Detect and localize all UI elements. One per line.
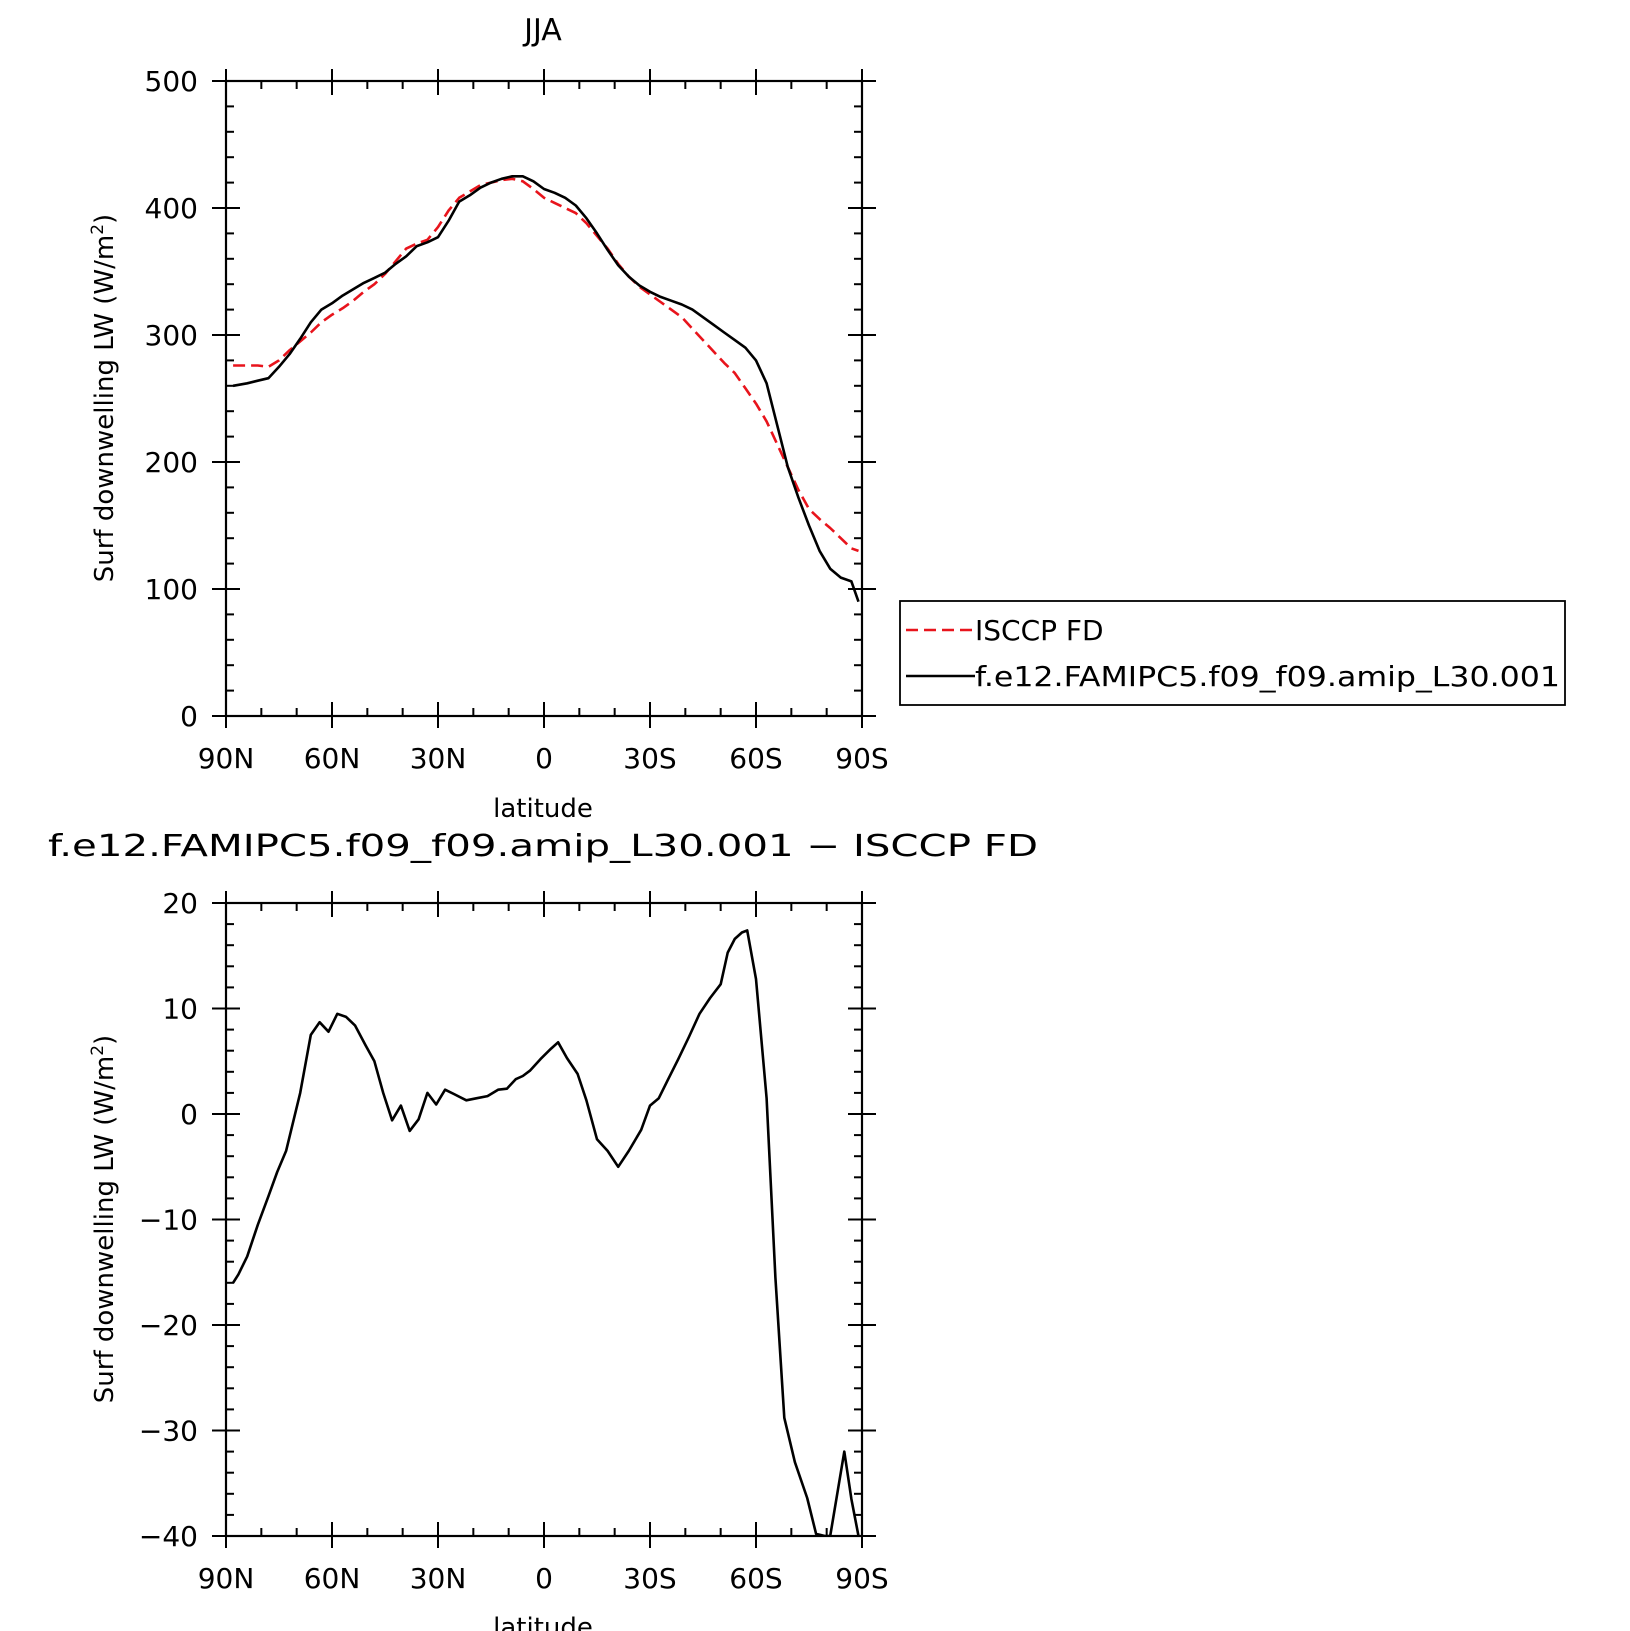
top-x-axis-label: latitude xyxy=(493,794,593,824)
top-y-axis-label: Surf downwelling LW (W/m2) xyxy=(88,214,120,582)
top-panel: JJA 90N 60N 30N 0 30S 60S 90S0100200300400500 … xyxy=(88,13,889,824)
top-y-tick-label: 0 xyxy=(180,700,198,733)
top-tick-labels: 90N 60N 30N 0 30S 60S 90S 0 100 200 300 400 500 xyxy=(145,65,889,775)
top-y-tick-label: 300 xyxy=(145,319,198,352)
bottom-y-tick-label: 20 xyxy=(162,887,198,920)
top-plot-frame xyxy=(224,79,864,718)
legend: ISCCP FD f.e12.FAMIPC5.f09_f09.amip_L30.… xyxy=(899,600,1566,706)
bottom-x-tick-label: 60N xyxy=(304,1562,361,1595)
bottom-y-tick-label: −20 xyxy=(139,1309,198,1342)
bottom-y-tick-label: −40 xyxy=(139,1520,198,1553)
bottom-panel-title: f.e12.FAMIPC5.f09_f09.amip_L30.001 − ISC… xyxy=(48,829,1038,864)
bottom-tick-labels: 90N 60N 30N 0 30S 60S 90S −40 −30 −20 −10 0 10 20 xyxy=(139,887,889,1595)
top-y-tick-label: 400 xyxy=(145,192,198,225)
bottom-y-tick-label: 0 xyxy=(180,1098,198,1131)
bottom-plot-frame xyxy=(224,901,864,1538)
bottom-x-tick-label: 90S xyxy=(835,1562,888,1595)
top-x-tick-label: 90N xyxy=(198,742,255,775)
bottom-y-tick-label: −30 xyxy=(139,1415,198,1448)
top-panel-title: JJA xyxy=(522,13,562,48)
top-x-tick-label: 60S xyxy=(729,742,782,775)
top-x-tick-label: 30S xyxy=(623,742,676,775)
legend-label-model: f.e12.FAMIPC5.f09_f09.amip_L30.001 xyxy=(975,660,1560,693)
top-x-tick-label: 30N xyxy=(410,742,467,775)
bottom-x-tick-label: 90N xyxy=(198,1562,255,1595)
legend-label-isccp-fd: ISCCP FD xyxy=(975,614,1104,647)
top-y-tick-label: 500 xyxy=(145,65,198,98)
bottom-x-tick-label: 30S xyxy=(623,1562,676,1595)
bottom-x-tick-label: 30N xyxy=(410,1562,467,1595)
bottom-x-axis-label: latitude xyxy=(493,1613,593,1631)
bottom-axis-ticks xyxy=(212,891,876,1548)
legend-box xyxy=(899,600,1566,706)
bottom-series xyxy=(232,929,860,1537)
bottom-x-tick-label: 60S xyxy=(729,1562,782,1595)
bottom-x-tick-label: 0 xyxy=(535,1562,553,1595)
top-x-tick-label: 90S xyxy=(835,742,888,775)
top-x-tick-label: 0 xyxy=(535,742,553,775)
top-series-line-model xyxy=(232,175,860,603)
top-x-tick-label: 60N xyxy=(304,742,361,775)
bottom-y-tick-label: −10 xyxy=(139,1204,198,1237)
bottom-series-line-model xyxy=(232,929,860,1537)
bottom-y-axis-label: Surf downwelling LW (W/m2) xyxy=(88,1035,120,1403)
top-series xyxy=(232,175,860,603)
top-series-line-isccp-fd xyxy=(233,177,859,553)
bottom-y-tick-label: 10 xyxy=(162,993,198,1026)
top-y-tick-label: 100 xyxy=(145,573,198,606)
top-axis-ticks xyxy=(212,69,876,728)
bottom-panel: f.e12.FAMIPC5.f09_f09.amip_L30.001 − ISC… xyxy=(48,829,1038,1631)
top-y-tick-label: 200 xyxy=(145,446,198,479)
